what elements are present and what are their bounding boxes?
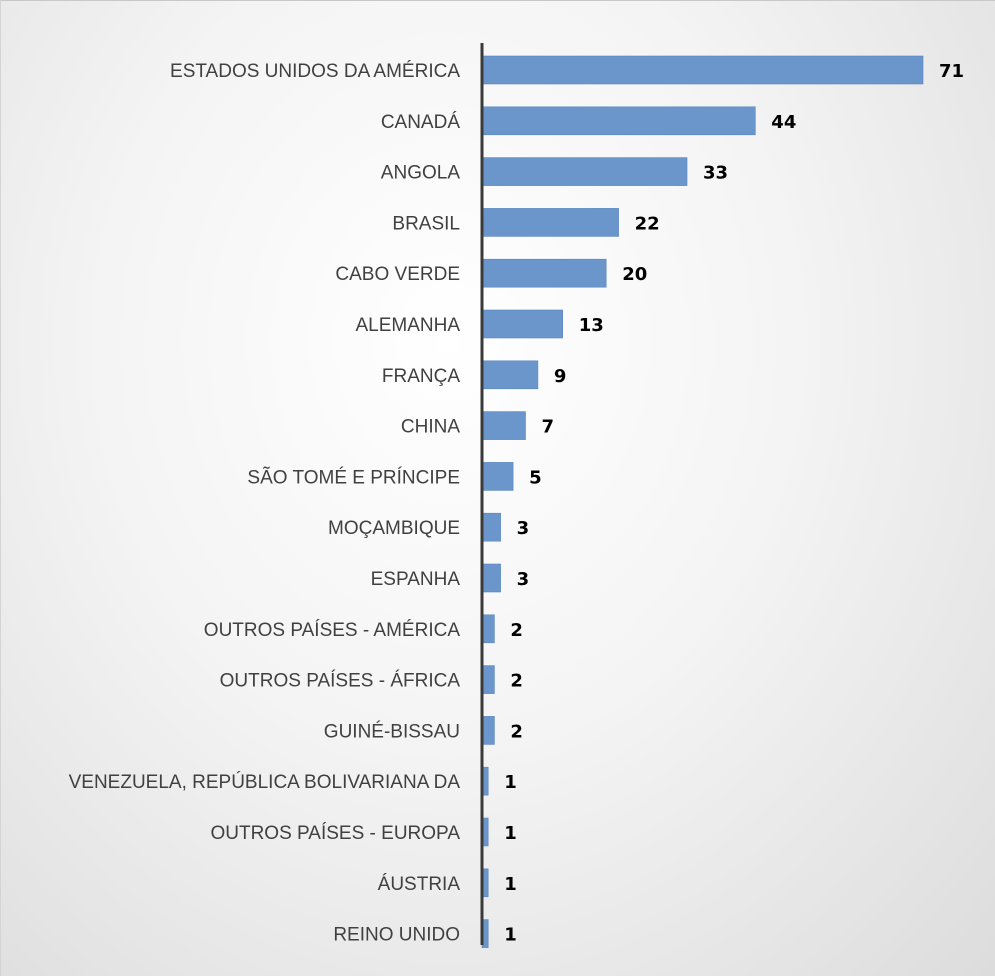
bar-7 <box>481 360 539 390</box>
category-label: GUINÉ-BISSAU <box>324 721 460 742</box>
category-label: BRASIL <box>392 213 460 234</box>
value-label: 33 <box>703 163 728 184</box>
category-labels: ESTADOS UNIDOS DA AMÉRICA CANADÁ ANGOLA BRA… <box>69 61 461 946</box>
category-label: ANGOLA <box>381 163 461 184</box>
value-label: 71 <box>939 61 964 82</box>
value-label: 44 <box>771 112 796 133</box>
value-label: 1 <box>504 925 517 946</box>
category-label: VENEZUELA, REPÚBLICA BOLIVARIANA DA <box>69 771 461 793</box>
category-label: ESTADOS UNIDOS DA AMÉRICA <box>170 61 460 82</box>
bar-13 <box>481 665 495 694</box>
value-label: 1 <box>504 772 517 793</box>
bar-9 <box>481 462 514 491</box>
category-label: CABO VERDE <box>335 264 460 285</box>
category-label: ALEMANHA <box>355 315 460 336</box>
bar-5 <box>481 258 607 288</box>
category-label: OUTROS PAÍSES - AMÉRICA <box>204 620 461 641</box>
value-label: 2 <box>510 671 523 692</box>
value-label: 1 <box>504 874 517 895</box>
value-label: 20 <box>622 264 647 285</box>
value-label: 9 <box>554 366 567 387</box>
value-label: 1 <box>504 823 517 844</box>
category-label: ÁUSTRIA <box>378 874 461 895</box>
bar-1 <box>481 55 924 85</box>
value-label: 22 <box>635 213 660 234</box>
bar-12 <box>481 614 495 644</box>
category-label: FRANÇA <box>382 366 460 387</box>
bars-layer <box>481 55 924 948</box>
category-label: ESPANHA <box>371 569 461 590</box>
category-label: CHINA <box>401 417 460 438</box>
category-label: OUTROS PAÍSES - ÁFRICA <box>220 671 461 692</box>
bar-4 <box>481 208 619 237</box>
bar-11 <box>481 563 501 593</box>
bar-6 <box>481 309 563 339</box>
category-label: REINO UNIDO <box>333 925 460 946</box>
value-label: 3 <box>517 518 530 539</box>
bar-3 <box>481 157 688 186</box>
value-label: 7 <box>542 417 555 438</box>
bar-14 <box>481 716 495 745</box>
value-label: 2 <box>510 721 523 742</box>
value-label: 3 <box>517 569 530 590</box>
bar-8 <box>481 411 526 440</box>
bar-10 <box>481 512 501 542</box>
category-label: OUTROS PAÍSES - EUROPA <box>210 823 460 844</box>
category-label: MOÇAMBIQUE <box>328 518 460 539</box>
value-label: 2 <box>510 620 523 641</box>
value-label: 13 <box>579 315 604 336</box>
bar-2 <box>481 106 756 136</box>
category-label: SÃO TOMÉ E PRÍNCIPE <box>247 466 460 488</box>
value-label: 5 <box>529 467 542 488</box>
category-label: CANADÁ <box>381 112 461 133</box>
